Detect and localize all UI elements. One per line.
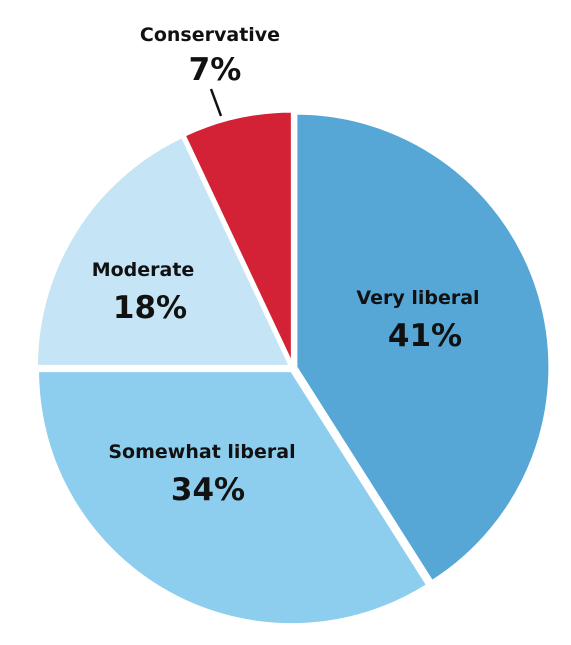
label-very-liberal-name: Very liberal bbox=[356, 287, 479, 309]
slice-very-liberal bbox=[294, 111, 552, 584]
pie-labels: Very liberal 41% Somewhat liberal 34% Mo… bbox=[92, 24, 480, 508]
label-conservative-name: Conservative bbox=[140, 24, 280, 46]
slice-moderate bbox=[34, 135, 292, 368]
label-very-liberal-value: 41% bbox=[388, 318, 462, 354]
label-conservative-value: 7% bbox=[189, 52, 242, 88]
label-somewhat-liberal-value: 34% bbox=[171, 472, 245, 508]
label-somewhat-liberal-name: Somewhat liberal bbox=[108, 441, 295, 463]
pie-slices bbox=[34, 109, 552, 627]
conservative-leader-line bbox=[209, 88, 223, 117]
label-moderate-value: 18% bbox=[113, 290, 187, 326]
slice-somewhat-liberal bbox=[36, 369, 430, 627]
label-moderate-name: Moderate bbox=[92, 259, 195, 281]
slice-conservative bbox=[182, 109, 294, 367]
